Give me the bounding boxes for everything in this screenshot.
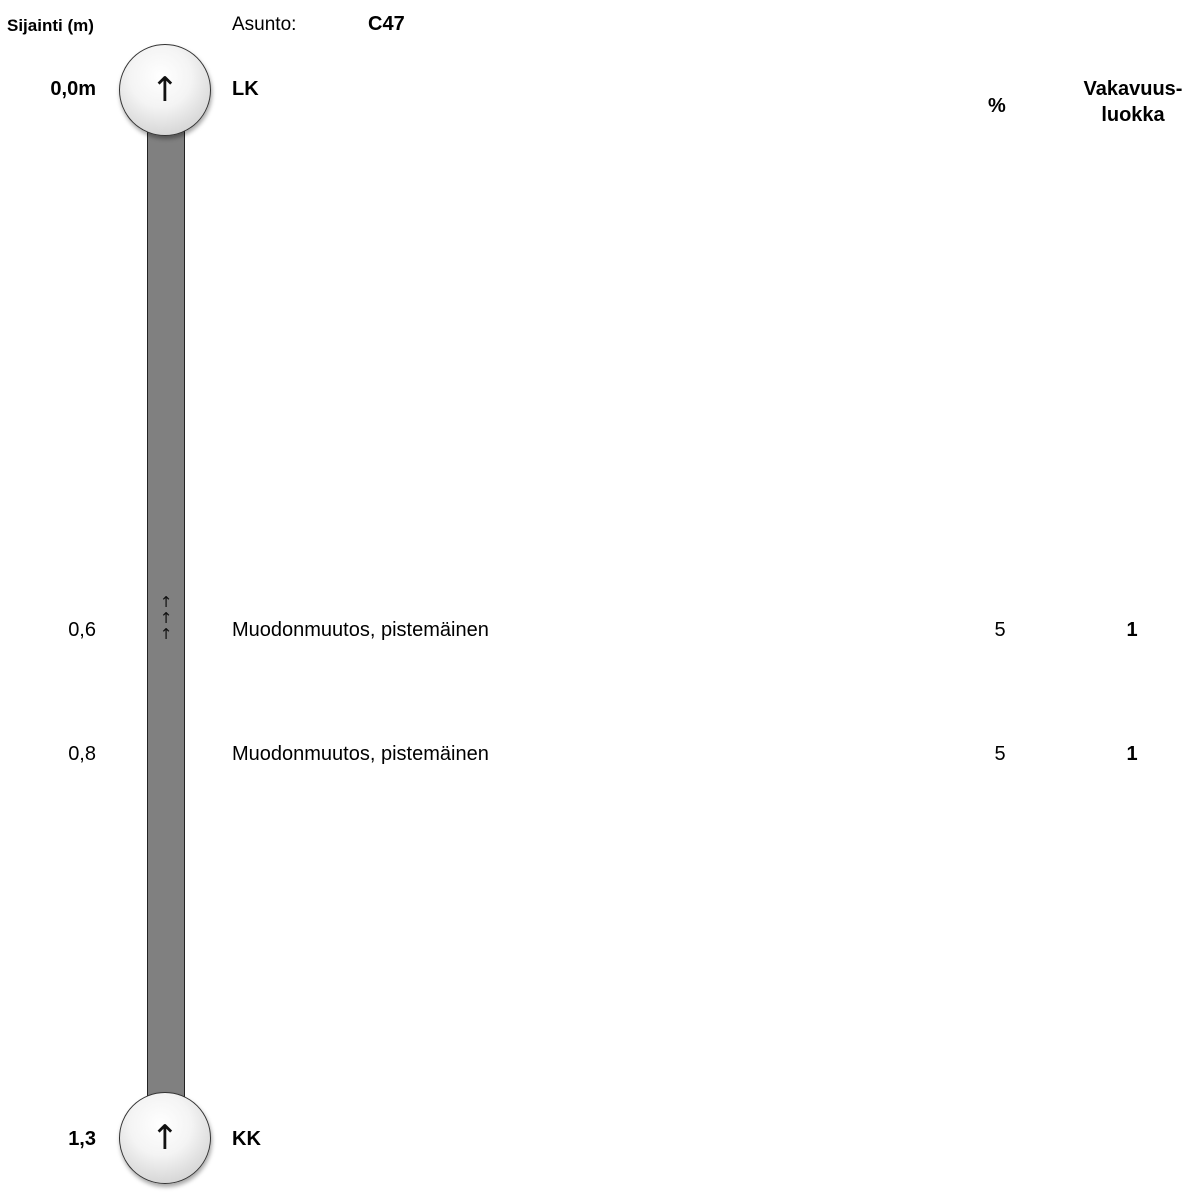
start-label: LK	[232, 78, 259, 100]
end-position: 1,3	[68, 1128, 96, 1150]
start-position: 0,0m	[50, 78, 96, 100]
severity-header-line1: Vakavuus-	[1083, 78, 1183, 100]
marker-arrow-1: ↑	[159, 593, 173, 611]
defect-1-percent: 5	[994, 619, 1006, 641]
pipe-bar	[147, 120, 185, 1160]
end-label: KK	[232, 1128, 261, 1150]
defect-2-percent: 5	[994, 743, 1006, 765]
percent-column-header: %	[988, 95, 1006, 117]
end-node: ↑	[119, 1092, 211, 1184]
up-arrow-icon: ↑	[150, 1118, 180, 1158]
defect-2-severity: 1	[1126, 743, 1138, 765]
defect-1-severity: 1	[1126, 619, 1138, 641]
severity-column-header: Vakavuus- luokka	[1062, 76, 1203, 128]
defect-2-position: 0,8	[68, 743, 96, 765]
up-arrow-icon: ↑	[150, 70, 180, 110]
apartment-value: C47	[368, 13, 405, 35]
triple-up-arrow-icon: ↑ ↑ ↑	[155, 594, 177, 642]
defect-1-description: Muodonmuutos, pistemäinen	[232, 619, 489, 641]
severity-header-line2: luokka	[1101, 104, 1165, 126]
marker-arrow-3: ↑	[159, 625, 173, 643]
defect-2-description: Muodonmuutos, pistemäinen	[232, 743, 489, 765]
location-column-header: Sijainti (m)	[7, 16, 94, 35]
defect-1-position: 0,6	[68, 619, 96, 641]
apartment-label: Asunto:	[232, 14, 297, 35]
marker-arrow-2: ↑	[159, 609, 173, 627]
start-node: ↑	[119, 44, 211, 136]
